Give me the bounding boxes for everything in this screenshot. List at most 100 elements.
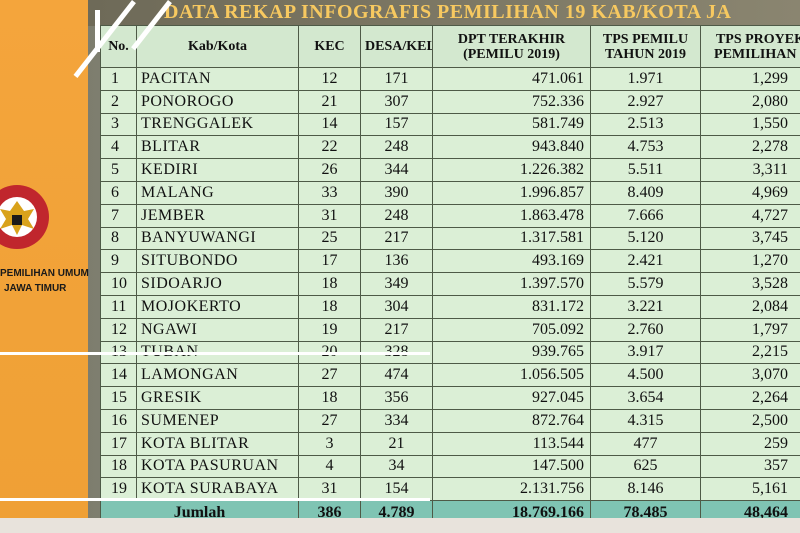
organization-region: JAWA TIMUR [4,283,67,294]
row-no: 1 [100,67,137,91]
row-dpt: 939.765 [432,340,591,365]
table-row: 10 SIDOARJO 18 349 1.397.570 5.579 3,528 [100,272,800,296]
table-row: 19 KOTA SURABAYA 31 154 2.131.756 8.146 5,161 [100,477,800,502]
row-dpt: 1.996.857 [432,180,591,205]
row-dpt: 1.863.478 [432,203,591,228]
row-desa-kel: 307 [360,89,433,114]
row-dpt: 943.840 [432,135,591,160]
row-dpt: 1.397.570 [432,272,591,296]
row-kec: 27 [298,363,361,388]
row-desa-kel: 349 [360,272,433,296]
row-kec: 17 [298,249,361,274]
recap-table: No. Kab/Kota KEC DESA/KEL DPT TERAKHIR (… [100,25,800,526]
row-tps-proyeksi: 2,264 [700,386,800,410]
table-row: 14 LAMONGAN 27 474 1.056.505 4.500 3,070 [100,363,800,388]
header-tps-proyeksi-line1: TPS PROYEK [715,31,800,47]
row-tps-proyeksi: 2,080 [700,89,800,114]
row-desa-kel: 304 [360,294,433,319]
row-dpt: 831.172 [432,294,591,319]
header-tps-pemilu-line1: TPS PEMILU [602,31,689,47]
row-tps-proyeksi: 5,161 [700,477,800,502]
row-desa-kel: 157 [360,112,433,137]
row-tps-proyeksi: 2,215 [700,340,800,365]
row-kec: 33 [298,180,361,205]
bottom-strip [0,518,800,533]
table-header-row: No. Kab/Kota KEC DESA/KEL DPT TERAKHIR (… [100,25,800,68]
table-row: 18 KOTA PASURUAN 4 34 147.500 625 357 [100,454,800,479]
header-tps-pemilu: TPS PEMILU TAHUN 2019 [590,25,701,68]
row-tps-2019: 4.500 [590,363,701,388]
row-no: 2 [100,89,137,114]
row-no: 11 [100,294,137,319]
table-row: 4 BLITAR 22 248 943.840 4.753 2,278 [100,135,800,160]
row-tps-2019: 2.513 [590,112,701,137]
row-tps-proyeksi: 1,550 [700,112,800,137]
total-label: Jumlah [100,500,299,526]
row-tps-2019: 5.511 [590,158,701,182]
row-dpt: 705.092 [432,317,591,342]
header-tps-pemilu-line2: TAHUN 2019 [604,46,687,62]
row-no: 7 [100,203,137,228]
page-title: DATA REKAP INFOGRAFIS PEMILIHAN 19 KAB/K… [164,1,732,23]
row-desa-kel: 356 [360,386,433,410]
header-dpt-line2: (PEMILU 2019) [463,46,560,62]
row-desa-kel: 171 [360,67,433,91]
row-kab-kota: KOTA PASURUAN [136,454,299,479]
row-tps-2019: 4.753 [590,135,701,160]
decor-stroke [95,10,100,52]
table-row: 2 PONOROGO 21 307 752.336 2.927 2,080 [100,89,800,114]
row-no: 17 [100,431,137,456]
row-dpt: 2.131.756 [432,477,591,502]
row-kab-kota: SIDOARJO [136,272,299,296]
row-desa-kel: 390 [360,180,433,205]
row-no: 18 [100,454,137,479]
row-tps-proyeksi: 4,969 [700,180,800,205]
row-tps-proyeksi: 2,084 [700,294,800,319]
row-tps-proyeksi: 3,528 [700,272,800,296]
row-kab-kota: PONOROGO [136,89,299,114]
header-dpt-line1: DPT TERAKHIR [457,31,566,47]
row-no: 15 [100,386,137,410]
row-tps-2019: 3.221 [590,294,701,319]
row-no: 10 [100,272,137,296]
row-tps-proyeksi: 259 [700,431,800,456]
row-tps-2019: 4.315 [590,408,701,433]
organization-name: PEMILIHAN UMUM [0,268,89,279]
row-no: 3 [100,112,137,137]
row-kab-kota: PACITAN [136,67,299,91]
row-kab-kota: MALANG [136,180,299,205]
row-kec: 22 [298,135,361,160]
row-no: 4 [100,135,137,160]
row-tps-proyeksi: 2,500 [700,408,800,433]
table-row: 7 JEMBER 31 248 1.863.478 7.666 4,727 [100,203,800,228]
row-tps-proyeksi: 1,270 [700,249,800,274]
row-kec: 26 [298,158,361,182]
table-row: 5 KEDIRI 26 344 1.226.382 5.511 3,311 [100,158,800,182]
row-kab-kota: SUMENEP [136,408,299,433]
row-tps-2019: 1.971 [590,67,701,91]
kpu-logo [0,175,88,295]
row-desa-kel: 474 [360,363,433,388]
row-desa-kel: 248 [360,135,433,160]
row-kec: 18 [298,386,361,410]
row-kab-kota: JEMBER [136,203,299,228]
row-tps-2019: 5.120 [590,226,701,251]
row-kab-kota: KOTA BLITAR [136,431,299,456]
row-tps-2019: 625 [590,454,701,479]
row-kec: 14 [298,112,361,137]
row-dpt: 1.317.581 [432,226,591,251]
row-kec: 18 [298,272,361,296]
header-desa-kel: DESA/KEL [360,25,433,68]
row-no: 8 [100,226,137,251]
row-kec: 19 [298,317,361,342]
row-tps-2019: 5.579 [590,272,701,296]
row-tps-proyeksi: 3,070 [700,363,800,388]
row-tps-2019: 8.409 [590,180,701,205]
row-tps-2019: 7.666 [590,203,701,228]
table-row: 15 GRESIK 18 356 927.045 3.654 2,264 [100,386,800,410]
row-no: 6 [100,180,137,205]
row-tps-proyeksi: 1,797 [700,317,800,342]
table-row: 3 TRENGGALEK 14 157 581.749 2.513 1,550 [100,112,800,137]
row-kab-kota: GRESIK [136,386,299,410]
row-dpt: 1.226.382 [432,158,591,182]
